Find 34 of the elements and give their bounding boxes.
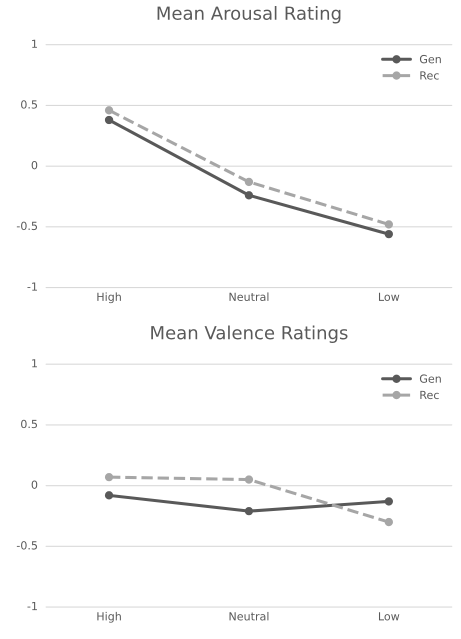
x-tick-label: Neutral (230, 292, 268, 302)
y-tick-label: 0.5 (21, 420, 38, 428)
point (244, 191, 254, 200)
chart-title: Mean Valence Ratings (151, 326, 348, 343)
y-tick-label: -1 (27, 282, 37, 291)
legend-label: Rec (420, 390, 439, 400)
point (104, 106, 114, 114)
x-tick-label: High (97, 612, 121, 623)
point (384, 518, 393, 526)
point (104, 491, 114, 500)
legend-label: Gen (420, 54, 441, 64)
x-tick-label: High (97, 292, 121, 304)
x-tick-label: Low (378, 292, 400, 302)
x-tick-label: Low (378, 612, 400, 621)
y-tick-label: 0 (32, 480, 38, 489)
point (384, 220, 393, 229)
point (104, 472, 114, 482)
point (244, 475, 254, 484)
point (244, 178, 254, 186)
chart-title: Mean Arousal Rating (158, 6, 340, 24)
point (244, 506, 254, 516)
y-tick-label: 1 (32, 40, 37, 48)
y-tick-label: 0.5 (21, 100, 38, 109)
y-tick-label: 1 (32, 359, 37, 368)
y-tick-label: -0.5 (16, 222, 38, 230)
point (384, 497, 393, 506)
y-tick-label: -0.5 (16, 541, 38, 550)
y-tick-label: -1 (27, 602, 37, 610)
x-tick-label: Neutral (230, 612, 268, 621)
point (104, 116, 114, 124)
point (384, 230, 393, 238)
legend-label: Gen (420, 374, 441, 383)
y-tick-label: 0 (32, 160, 38, 170)
legend-label: Rec (420, 71, 439, 80)
